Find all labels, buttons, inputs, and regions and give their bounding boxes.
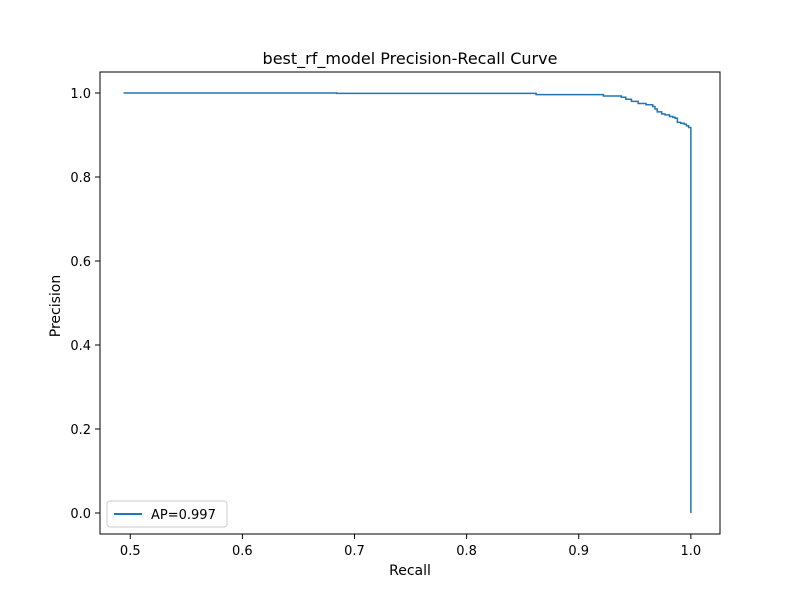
x-tick-label: 0.9 [568, 544, 589, 559]
y-tick-label: 0.4 [70, 339, 91, 354]
y-tick-label: 0.0 [70, 507, 91, 522]
y-axis-label: Precision [48, 275, 64, 337]
x-tick-label: 0.8 [456, 544, 477, 559]
y-tick-label: 0.6 [70, 255, 91, 270]
x-tick-label: 0.6 [232, 544, 253, 559]
plot-area: 0.5 0.6 0.7 0.8 0.9 1.0 0.0 0.2 0.4 0.6 0.8 1.0 [70, 71, 721, 559]
series-line-0 [123, 92, 692, 513]
y-tick-label: 0.8 [70, 171, 91, 186]
y-tick-label: 0.2 [70, 423, 91, 438]
x-axis-label: Recall [389, 563, 431, 579]
axes-frame [99, 71, 721, 535]
y-tick-label: 1.0 [70, 87, 91, 102]
legend: AP=0.997 [106, 500, 228, 528]
x-tick-label: 0.5 [120, 544, 141, 559]
x-tick-label: 1.0 [681, 544, 702, 559]
legend-label: AP=0.997 [151, 508, 216, 523]
legend-box [106, 500, 228, 528]
x-tick-label: 0.7 [344, 544, 365, 559]
chart-title: best_rf_model Precision-Recall Curve [263, 49, 558, 69]
